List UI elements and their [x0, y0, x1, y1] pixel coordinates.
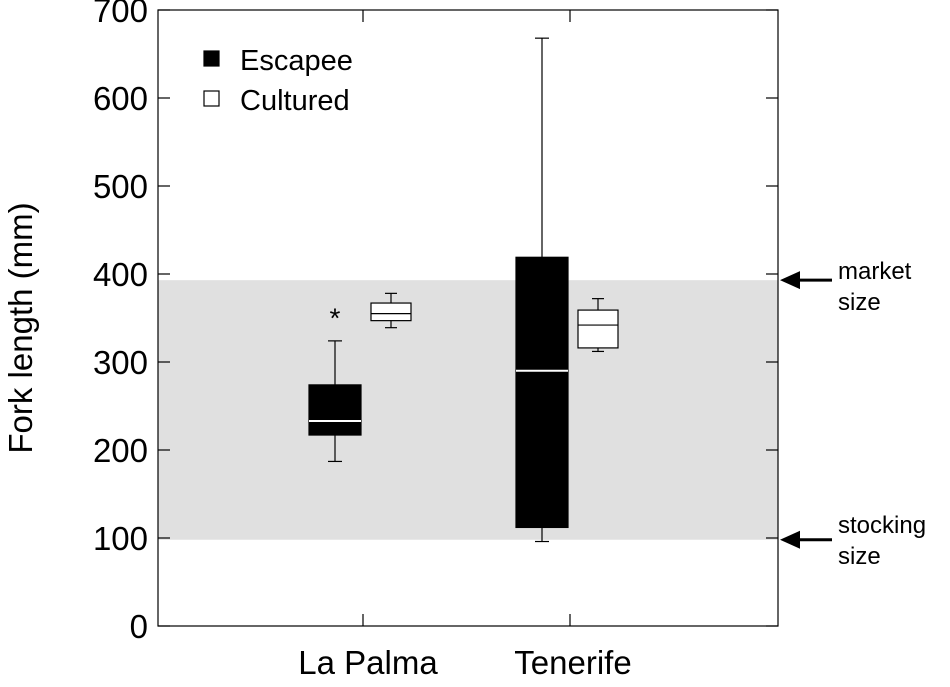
annotation-arrow-head [780, 271, 800, 290]
annotation-label: market [838, 258, 912, 285]
x-category-label: Tenerife [514, 644, 631, 681]
y-tick-label: 100 [93, 520, 148, 557]
box-escapee [308, 384, 362, 436]
y-tick-label: 500 [93, 168, 148, 205]
legend-swatch-escapee [203, 50, 220, 67]
x-category-label: La Palma [298, 644, 438, 681]
y-tick-label: 400 [93, 256, 148, 293]
y-tick-label: 200 [93, 432, 148, 469]
y-tick-label: 700 [93, 0, 148, 29]
legend-label-escapee: Escapee [240, 45, 353, 77]
annotation-label: stocking [838, 512, 926, 539]
annotation-arrow-head [780, 530, 800, 549]
plot-frame [157, 9, 779, 627]
y-tick-label: 600 [93, 80, 148, 117]
annotation-label: size [838, 543, 881, 570]
y-axis-label: Fork length (mm) [2, 202, 39, 453]
box-cultured [577, 309, 619, 349]
box-cultured [370, 302, 412, 322]
y-tick-label: 300 [93, 344, 148, 381]
legend-label-cultured: Cultured [240, 85, 350, 117]
legend-swatch-cultured [203, 90, 220, 107]
annotation-label: size [838, 289, 881, 316]
box-escapee [515, 256, 569, 529]
shaded-band [158, 280, 778, 540]
outlier-marker: * [330, 303, 341, 334]
y-tick-label: 0 [130, 608, 148, 645]
